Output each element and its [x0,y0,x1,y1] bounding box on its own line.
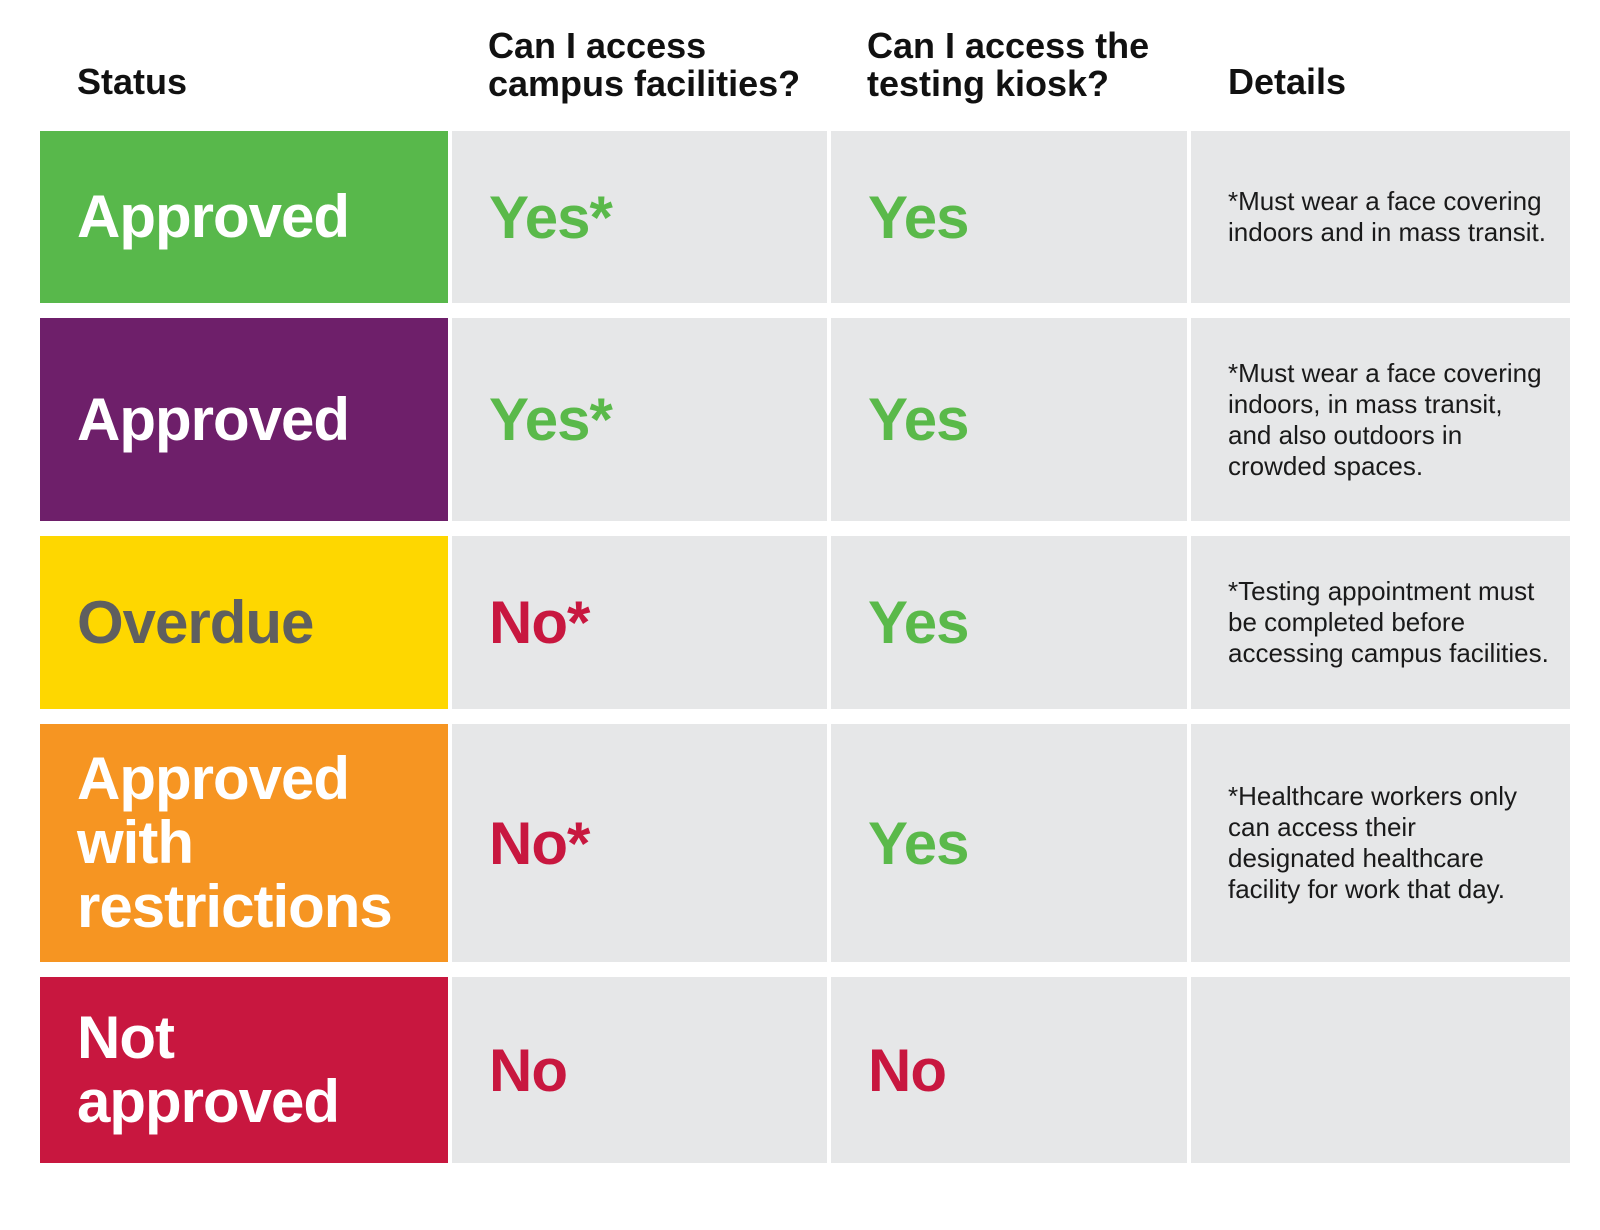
table-row: Overdue No* Yes *Testing appointment mus… [40,536,1570,709]
campus-access-answer: No* [489,589,590,656]
kiosk-access-cell: Yes [831,536,1187,709]
details-cell: *Must wear a face covering indoors, in m… [1191,318,1570,521]
status-label: Overdue [77,588,314,656]
table-row: Not approved No No [40,977,1570,1163]
details-cell: *Healthcare workers only can access thei… [1191,724,1570,962]
details-text: *Must wear a face covering indoors and i… [1228,186,1546,247]
status-cell: Approved with restrictions [40,724,448,962]
campus-access-answer: No [489,1036,568,1104]
header-kiosk-access: Can I access the testing kiosk? [867,25,1150,104]
status-label: Approved with restrictions [77,745,393,940]
campus-access-answer: No* [489,809,590,877]
header-status: Status [77,61,188,102]
campus-access-cell: Yes* [452,318,827,521]
campus-access-answer: Yes* [489,386,613,453]
kiosk-access-answer: Yes [868,183,969,251]
kiosk-access-answer: Yes [868,589,969,656]
details-cell: *Testing appointment must be completed b… [1191,536,1570,709]
campus-access-cell: No* [452,724,827,962]
status-cell: Not approved [40,977,448,1163]
details-cell [1191,977,1570,1163]
campus-access-answer: Yes* [489,183,613,251]
kiosk-access-answer: No [868,1036,947,1104]
kiosk-access-answer: Yes [868,809,969,877]
status-cell: Approved [40,131,448,303]
status-label: Approved [77,385,350,453]
status-cell: Overdue [40,536,448,709]
table-row: Approved Yes* Yes *Must wear a face cove… [40,318,1570,521]
details-cell: *Must wear a face covering indoors and i… [1191,131,1570,303]
table-row: Approved Yes* Yes *Must wear a face cove… [40,131,1570,303]
campus-access-cell: Yes* [452,131,827,303]
status-cell: Approved [40,318,448,521]
details-text: *Healthcare workers only can access thei… [1228,781,1518,904]
kiosk-access-answer: Yes [868,386,969,453]
details-text: *Testing appointment must be completed b… [1228,576,1549,668]
campus-access-cell: No* [452,536,827,709]
kiosk-access-cell: No [831,977,1187,1163]
header-campus-access: Can I access campus facilities? [488,25,801,104]
details-text: *Must wear a face covering indoors, in m… [1228,357,1542,481]
kiosk-access-cell: Yes [831,724,1187,962]
header-details: Details [1228,61,1347,102]
kiosk-access-cell: Yes [831,318,1187,521]
status-label: Not approved [77,1004,340,1135]
table-row: Approved with restrictions No* Yes *Heal… [40,724,1570,962]
campus-access-cell: No [452,977,827,1163]
status-label: Approved [77,183,350,250]
kiosk-access-cell: Yes [831,131,1187,303]
